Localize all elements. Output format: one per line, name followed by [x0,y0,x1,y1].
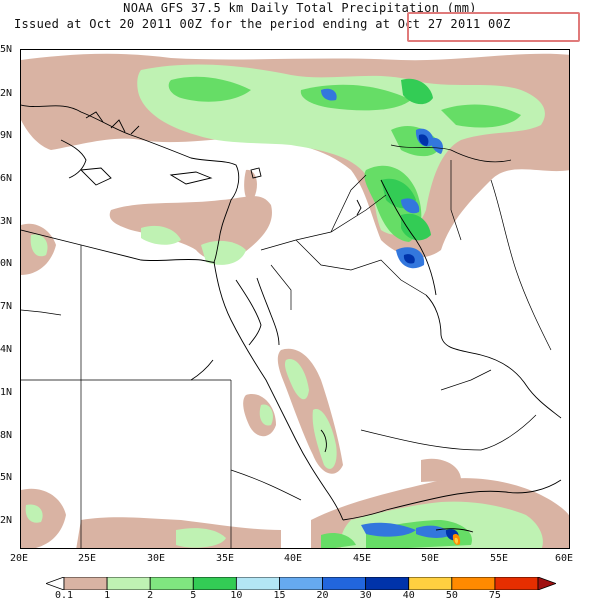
legend-level-label: 30 [359,590,372,601]
lat-label: 8N [0,430,13,441]
legend-swatch [192,577,237,590]
legend-swatch [365,577,410,590]
map-title: NOAA GFS 37.5 km Daily Total Precipitati… [123,1,477,15]
lon-label: 60E [555,553,574,564]
lon-label: 50E [421,553,440,564]
legend-level-label: 0.1 [55,590,74,601]
legend-swatch [408,577,453,590]
legend-level-label: 2 [147,590,154,601]
legend-level-label: 40 [402,590,415,601]
legend-swatch [106,577,151,590]
precip-extreme [452,534,461,545]
legend-level-label: 20 [316,590,329,601]
lat-label: 7N [0,301,13,312]
legend-swatch [63,577,108,590]
lon-label: 40E [284,553,303,564]
lon-label: 20E [10,553,29,564]
lat-label: 5N [0,44,13,55]
legend-level-label: 5 [190,590,197,601]
lat-label: 2N [0,515,13,526]
color-legend [46,577,556,590]
coastlines [21,104,562,533]
lon-label: 45E [353,553,372,564]
legend-swatch [537,577,556,590]
lat-label: 9N [0,130,13,141]
precipitation-map [20,49,570,549]
lon-label: 35E [216,553,235,564]
lat-label: 2N [0,88,13,99]
legend-swatch [235,577,280,590]
lat-label: 6N [0,173,13,184]
legend-level-label: 15 [273,590,286,601]
lon-label: 25E [78,553,97,564]
lon-label: 55E [490,553,509,564]
borders [21,144,552,548]
map-canvas [21,53,569,548]
legend-swatch [494,577,539,590]
legend-swatch [451,577,496,590]
issued-text: Issued at Oct 20 2011 00Z for the period… [14,17,376,31]
lat-label: 4N [0,344,13,355]
lat-label: 0N [0,258,13,269]
highlight-box [407,12,580,42]
lon-label: 30E [147,553,166,564]
legend-level-label: 1 [104,590,111,601]
lat-label: 3N [0,216,13,227]
legend-swatch [46,577,65,590]
lat-label: 5N [0,472,13,483]
legend-swatch [279,577,323,590]
legend-level-label: 10 [230,590,243,601]
legend-level-label: 75 [488,590,501,601]
legend-swatch [322,577,367,590]
legend-level-label: 50 [445,590,458,601]
lat-label: 1N [0,387,13,398]
legend-swatch [149,577,194,590]
